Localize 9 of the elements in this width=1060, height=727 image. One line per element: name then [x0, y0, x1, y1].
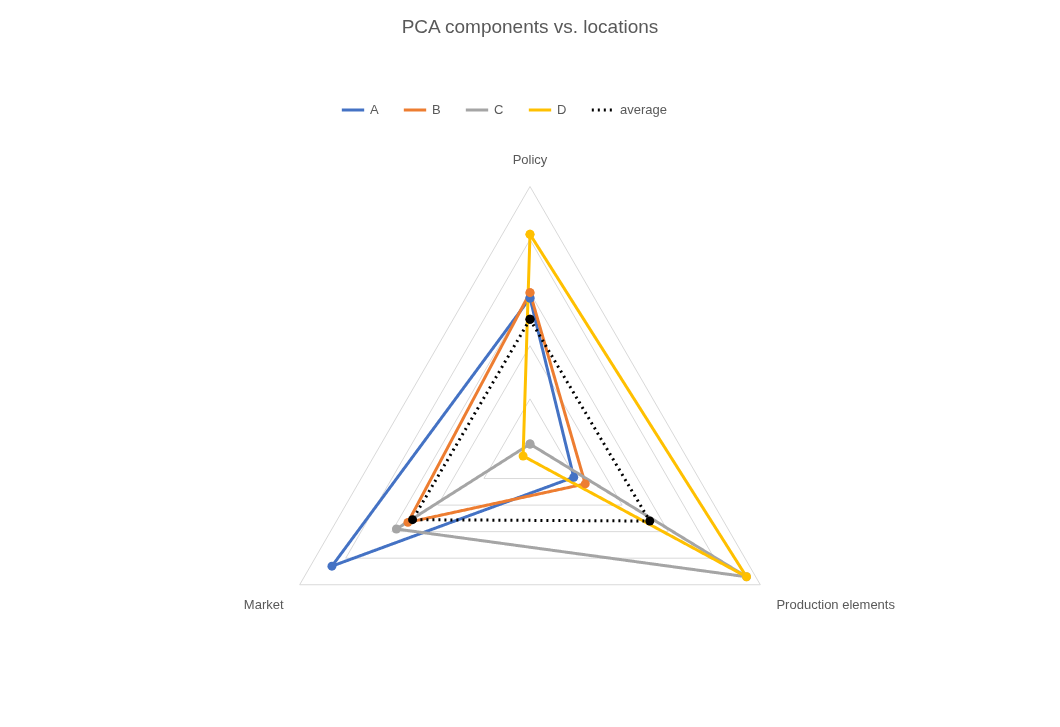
legend-label: A — [370, 102, 379, 117]
chart-title: PCA components vs. locations — [401, 16, 659, 37]
legend-label: C — [494, 102, 504, 117]
spoke-label: Market — [243, 596, 284, 612]
spoke-label: Production elements — [776, 596, 896, 612]
legend-label: B — [432, 102, 441, 117]
spoke-label: Policy — [512, 151, 548, 167]
legend-label: D — [557, 102, 567, 117]
legend-label: average — [620, 102, 667, 117]
